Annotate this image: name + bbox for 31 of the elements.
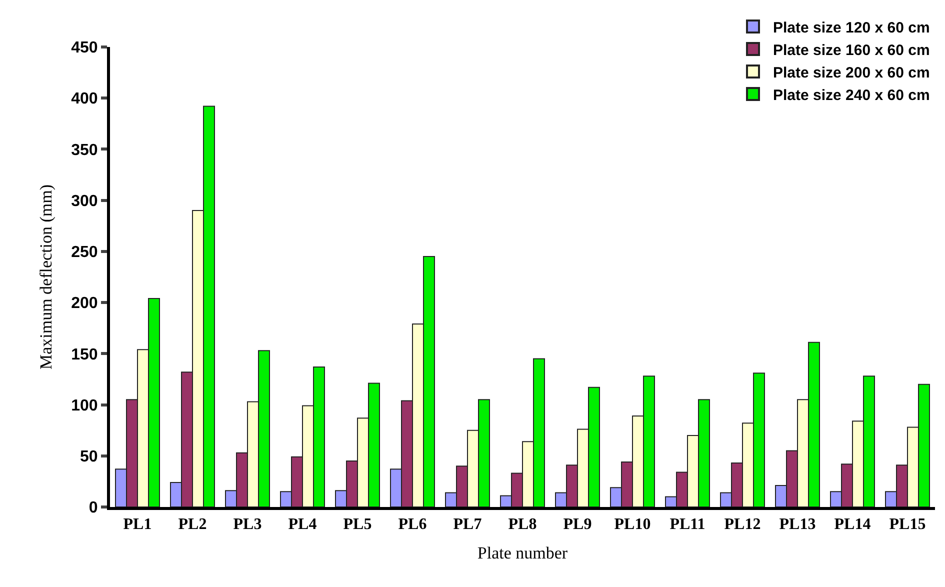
legend-label: Plate size 200 x 60 cm bbox=[773, 64, 930, 82]
x-tick-label: PL11 bbox=[670, 516, 706, 534]
y-tick-label: 350 bbox=[71, 142, 98, 159]
x-tick-label: PL12 bbox=[724, 516, 761, 534]
x-tick-label: PL8 bbox=[508, 516, 537, 534]
y-tick-label: 200 bbox=[71, 295, 98, 312]
x-tick-label: PL9 bbox=[563, 516, 592, 534]
y-tick-label: 450 bbox=[71, 40, 98, 57]
legend-label: Plate size 160 x 60 cm bbox=[773, 42, 930, 59]
y-tick-label: 400 bbox=[71, 90, 98, 108]
x-tick-label: PL1 bbox=[123, 516, 152, 534]
x-tick-label: PL3 bbox=[233, 516, 262, 534]
x-tick-label: PL6 bbox=[398, 516, 427, 534]
x-tick-label: PL2 bbox=[178, 516, 207, 534]
x-tick-label: PL15 bbox=[889, 516, 926, 534]
x-tick-label: PL7 bbox=[453, 516, 482, 534]
legend-label: Plate size 240 x 60 cm bbox=[773, 86, 930, 104]
x-tick-label: PL5 bbox=[343, 516, 372, 534]
legend-label: Plate size 120 x 60 cm bbox=[773, 19, 930, 36]
y-tick-label: 250 bbox=[71, 244, 98, 262]
y-tick-label: 150 bbox=[71, 346, 98, 364]
y-tick-label: 50 bbox=[80, 448, 98, 466]
x-tick-label: PL13 bbox=[779, 516, 816, 534]
y-axis-title: Maximum deflection (mm) bbox=[36, 184, 56, 370]
x-tick-label: PL10 bbox=[614, 516, 651, 534]
y-tick-label: 300 bbox=[71, 192, 98, 210]
y-tick-label: 100 bbox=[71, 397, 98, 414]
x-tick-label: PL14 bbox=[834, 516, 871, 534]
x-tick-label: PL4 bbox=[288, 516, 317, 534]
y-tick-label: 0 bbox=[88, 500, 98, 517]
x-axis-title: Plate number bbox=[477, 544, 568, 563]
